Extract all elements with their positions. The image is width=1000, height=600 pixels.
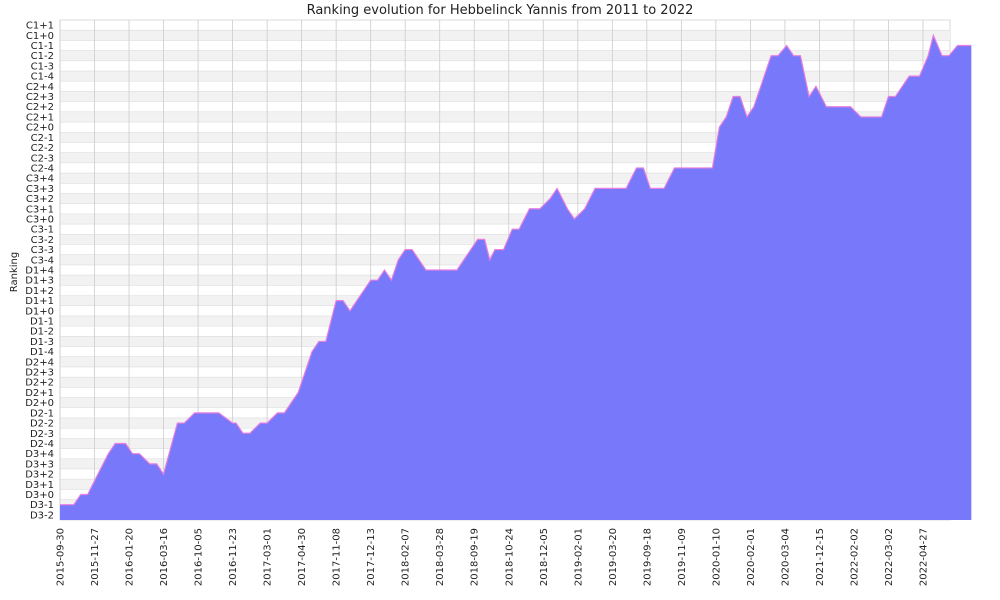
y-tick-label: D1-3 <box>30 337 54 348</box>
row-band <box>60 213 950 225</box>
y-tick-label: C2+4 <box>26 82 54 93</box>
y-tick-label: C1-2 <box>31 51 54 62</box>
y-tick-label: C2-3 <box>31 153 54 164</box>
x-tick-label: 2018-10-24 <box>504 528 515 586</box>
y-tick-label: D3+4 <box>25 449 54 460</box>
y-tick-label: D2-3 <box>30 429 54 440</box>
x-tick-label: 2016-10-05 <box>194 528 205 586</box>
y-tick-label: C1-4 <box>31 72 54 83</box>
y-tick-label: C3-2 <box>31 235 54 246</box>
y-tick-label: D1-4 <box>30 347 54 358</box>
y-tick-label: D1-2 <box>30 327 54 338</box>
x-tick-label: 2016-01-20 <box>125 528 136 586</box>
y-tick-label: D2+0 <box>25 398 54 409</box>
y-tick-label: C3-4 <box>31 255 54 266</box>
y-tick-label: C2-4 <box>31 163 54 174</box>
y-tick-label: D1+1 <box>25 296 54 307</box>
row-band <box>60 234 950 245</box>
x-tick-label: 2015-11-27 <box>90 528 101 586</box>
y-tick-label: C2+2 <box>26 102 54 113</box>
y-tick-label: C2+0 <box>26 123 54 134</box>
row-band <box>60 50 950 61</box>
y-tick-label: D3+1 <box>25 480 54 491</box>
x-tick-label: 2022-03-02 <box>884 528 895 586</box>
y-tick-label: C1-1 <box>31 41 54 52</box>
y-tick-label: C3+4 <box>26 174 54 185</box>
x-tick-label: 2018-03-28 <box>435 528 446 586</box>
y-tick-label: C2-1 <box>31 133 54 144</box>
y-tick-label: D2+4 <box>25 357 54 368</box>
y-tick-label: D3+3 <box>25 459 54 470</box>
row-band <box>60 30 950 41</box>
x-tick-label: 2017-12-13 <box>366 528 377 586</box>
x-tick-label: 2019-02-01 <box>573 528 584 586</box>
x-tick-label: 2017-11-08 <box>332 528 343 586</box>
y-tick-label: C3+2 <box>26 194 54 205</box>
x-tick-label: 2019-03-20 <box>608 528 619 586</box>
y-tick-label: C1+1 <box>26 21 54 32</box>
x-tick-label: 2017-04-30 <box>297 528 308 586</box>
y-tick-label: C2+3 <box>26 92 54 103</box>
y-tick-label: D1+2 <box>25 286 54 297</box>
y-tick-label: D2+1 <box>25 388 54 399</box>
x-tick-label: 2017-03-01 <box>263 528 274 586</box>
y-tick-label: C2-2 <box>31 143 54 154</box>
row-band <box>60 91 950 102</box>
y-tick-label: C3-3 <box>31 245 54 256</box>
x-tick-label: 2019-11-09 <box>677 528 688 586</box>
y-tick-label: D2-1 <box>30 408 54 419</box>
x-tick-label: 2016-03-16 <box>159 528 170 586</box>
row-band <box>60 111 950 123</box>
y-tick-label: D3-1 <box>30 500 54 511</box>
y-tick-label: C3+3 <box>26 184 54 195</box>
x-tick-label: 2022-04-27 <box>919 528 930 586</box>
y-tick-label: D1+4 <box>25 266 54 277</box>
y-tick-label: C3+0 <box>26 214 54 225</box>
series-area <box>60 35 972 521</box>
chart-title: Ranking evolution for Hebbelinck Yannis … <box>306 3 694 18</box>
y-tick-label: D1-1 <box>30 317 54 328</box>
x-tick-label: 2018-02-07 <box>401 528 412 586</box>
y-tick-label: C1+0 <box>26 31 54 42</box>
y-tick-label: D1+3 <box>25 276 54 287</box>
x-tick-label: 2020-02-01 <box>746 528 757 586</box>
x-tick-label: 2022-02-02 <box>849 528 860 586</box>
y-tick-label: D2+3 <box>25 368 54 379</box>
y-tick-label: D1+0 <box>25 306 54 317</box>
row-band <box>60 152 950 163</box>
y-tick-label: C1-3 <box>31 61 54 72</box>
y-tick-label: D2-4 <box>30 439 54 450</box>
row-band <box>60 71 950 82</box>
y-tick-label: C3+1 <box>26 204 54 215</box>
x-tick-label: 2021-12-15 <box>815 528 826 586</box>
y-tick-label: D2+2 <box>25 378 54 389</box>
row-band <box>60 193 950 204</box>
y-tick-label: D3+0 <box>25 490 54 501</box>
series-layer <box>60 33 972 521</box>
row-band <box>60 132 950 143</box>
x-tick-label: 2018-12-05 <box>539 528 550 586</box>
y-tick-label: C2+1 <box>26 112 54 123</box>
y-tick-label: D2-2 <box>30 419 54 430</box>
series-line <box>60 33 972 506</box>
y-tick-label: D3+2 <box>25 470 54 481</box>
y-tick-label: C3-1 <box>31 225 54 236</box>
y-axis-ticks: D3-2D3-1D3+0D3+1D3+2D3+3D3+4D2-4D2-3D2-2… <box>25 21 54 522</box>
x-tick-label: 2020-01-10 <box>711 528 722 586</box>
x-tick-label: 2016-11-23 <box>228 528 239 586</box>
x-axis-ticks: 2015-09-30 2015-11-27 2016-01-20 2016-03-16… <box>56 528 930 586</box>
y-tick-label: D3-2 <box>30 510 54 521</box>
y-axis-label: Ranking <box>9 252 20 292</box>
x-tick-label: 2019-09-18 <box>642 528 653 586</box>
row-band <box>60 173 950 184</box>
x-tick-label: 2015-09-30 <box>56 528 67 586</box>
x-tick-label: 2018-09-19 <box>470 528 481 586</box>
x-tick-label: 2020-03-04 <box>780 528 791 586</box>
